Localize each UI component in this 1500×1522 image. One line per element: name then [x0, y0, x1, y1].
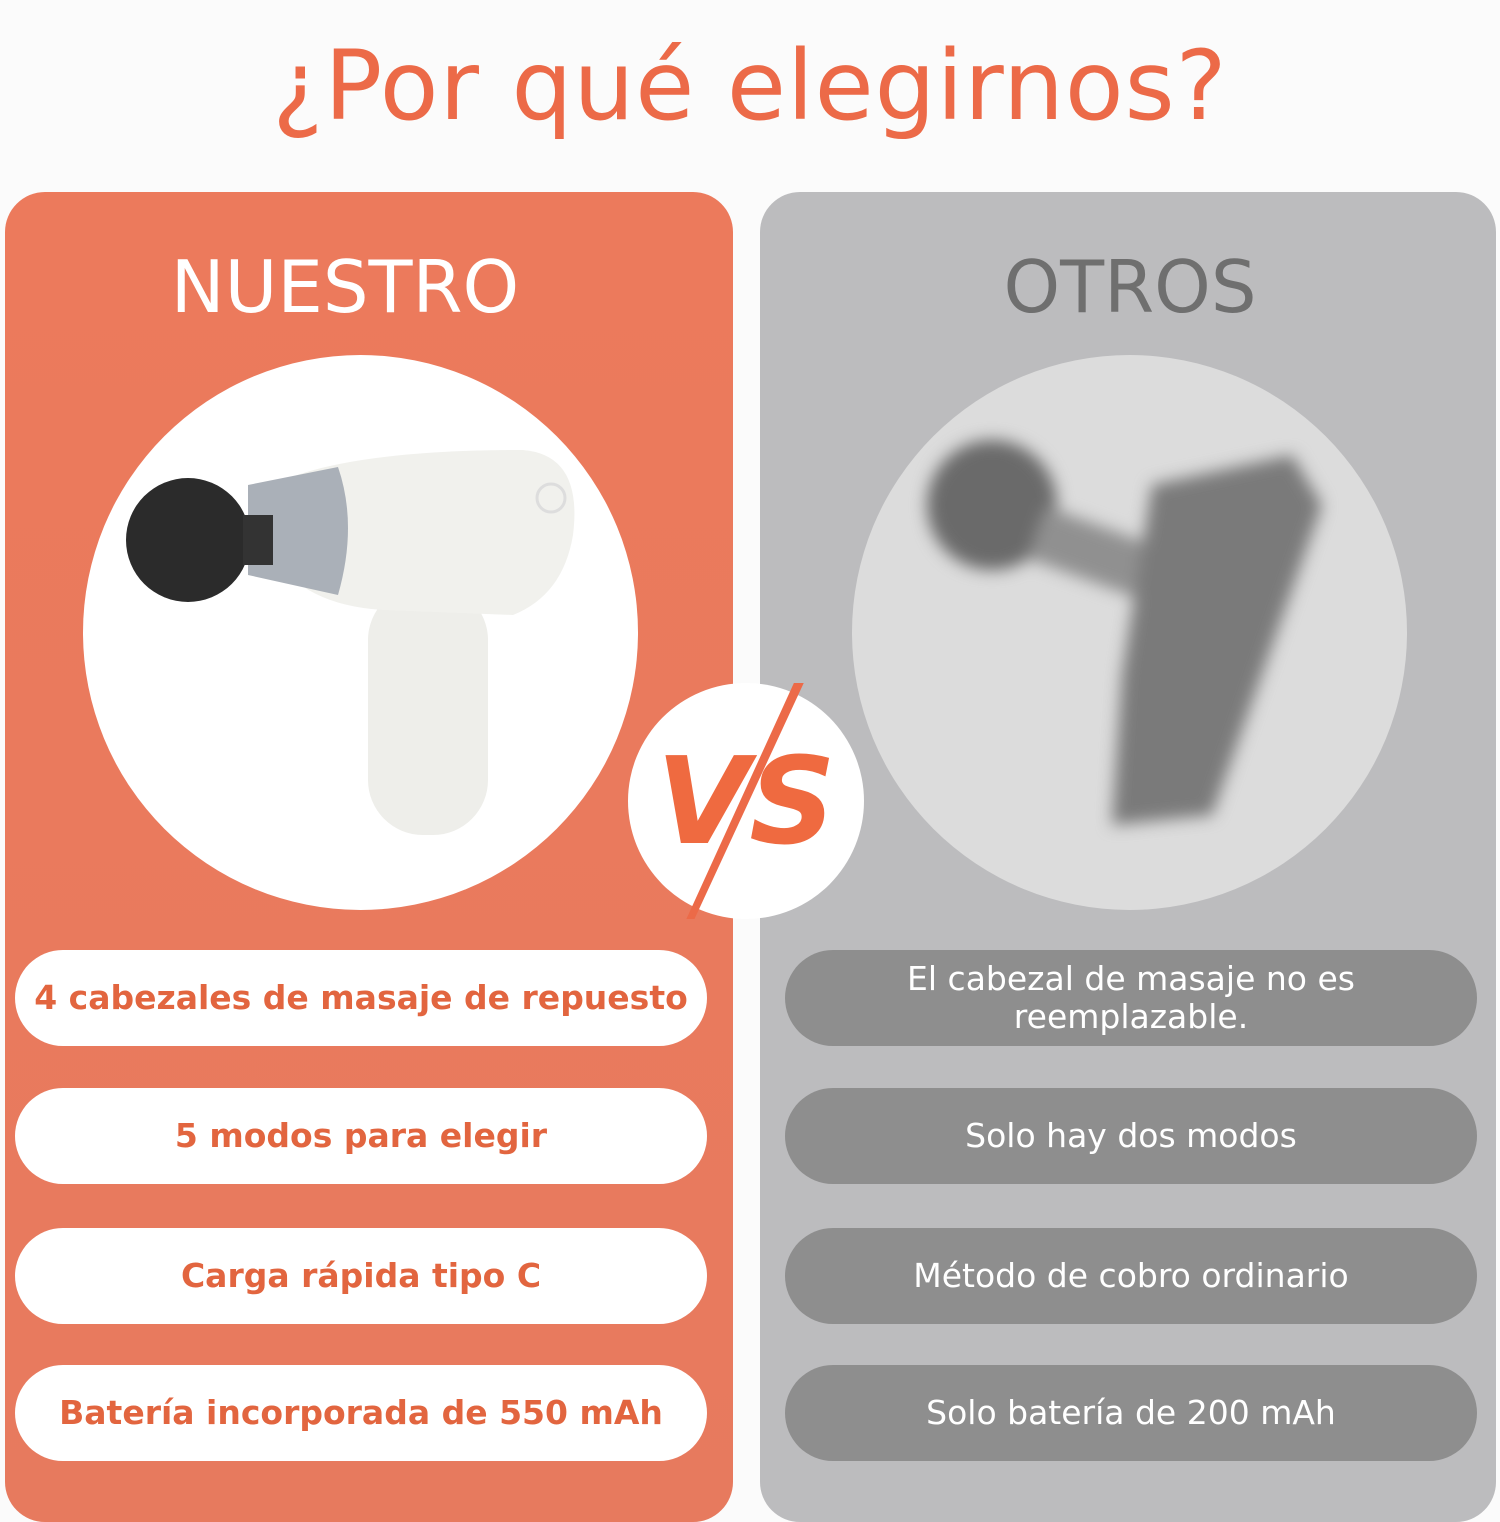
ours-feature: 5 modos para elegir	[15, 1088, 707, 1184]
others-product-image	[852, 355, 1407, 910]
ours-feature: Batería incorporada de 550 mAh	[15, 1365, 707, 1461]
others-feature: El cabezal de masaje no es reemplazable.	[785, 950, 1477, 1046]
ours-heading: NUESTRO	[170, 245, 520, 329]
ours-product-image	[83, 355, 638, 910]
page-title: ¿Por qué elegirnos?	[272, 30, 1228, 142]
massage-gun-image	[126, 450, 575, 835]
others-feature: Solo batería de 200 mAh	[785, 1365, 1477, 1461]
ours-feature: 4 cabezales de masaje de repuesto	[15, 950, 707, 1046]
others-feature: Solo hay dos modos	[785, 1088, 1477, 1184]
blurred-massage-gun-image	[927, 440, 1322, 825]
others-heading: OTROS	[1003, 245, 1257, 329]
svg-text:VS: VS	[656, 733, 835, 872]
others-feature: Método de cobro ordinario	[785, 1228, 1477, 1324]
vs-badge: VS	[628, 683, 864, 919]
vs-icon: VS	[656, 683, 836, 919]
ours-feature: Carga rápida tipo C	[15, 1228, 707, 1324]
